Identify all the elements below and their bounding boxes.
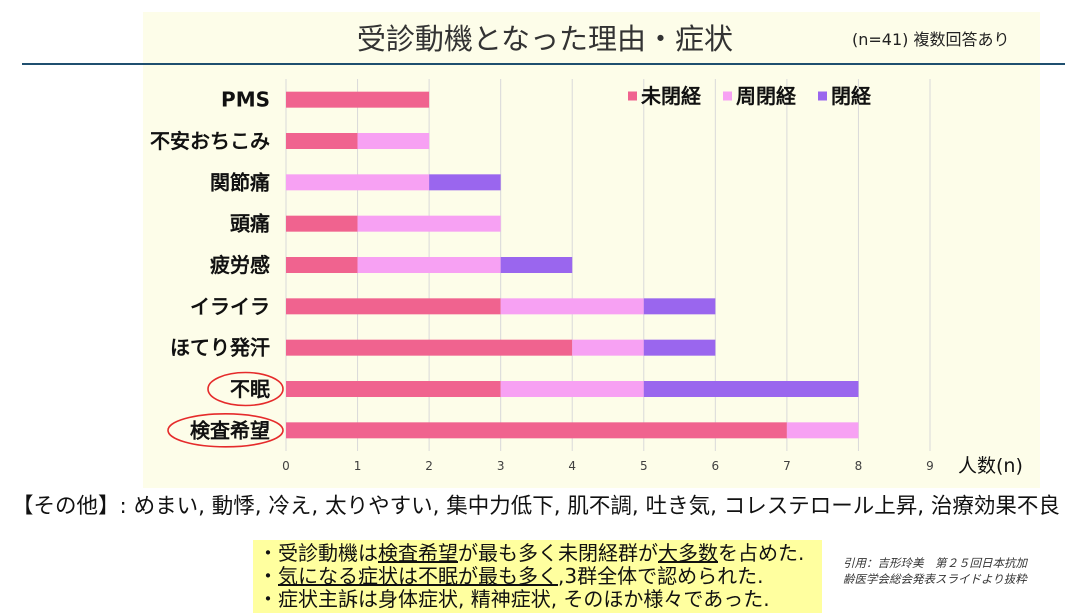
citation-line: 齢医学会総会発表スライドより抜粋 — [843, 572, 1027, 586]
category-label: 頭痛 — [230, 212, 270, 236]
legend-label: 周閉経 — [736, 84, 797, 108]
category-label: 不眠 — [230, 377, 270, 401]
x-axis-tick-labels: 0 1 2 3 4 5 6 7 8 9 — [282, 459, 934, 473]
citation: 引用：吉形玲美 第２５回日本抗加 齢医学会総会発表スライドより抜粋 — [843, 555, 1027, 587]
citation-line: 引用：吉形玲美 第２５回日本抗加 — [843, 556, 1027, 570]
x-tick-label: 7 — [783, 459, 791, 473]
bar-segment-series-1 — [286, 298, 501, 315]
bar-segment-series-1 — [286, 215, 358, 232]
legend-item: 未閉経 — [628, 84, 702, 108]
chart-panel-background — [143, 12, 1040, 488]
x-tick-label: 2 — [425, 459, 433, 473]
category-label: 疲労感 — [210, 253, 270, 277]
category-label: PMS — [221, 88, 270, 112]
bar-segment-series-2 — [357, 257, 501, 273]
x-tick-label: 0 — [282, 459, 290, 473]
bar-segment-series-3 — [429, 174, 501, 191]
bar-segment-series-3 — [643, 381, 859, 397]
x-tick-label: 5 — [640, 459, 648, 473]
summary-emphasis: 大多数 — [658, 541, 718, 565]
other-reasons-text: 【その他】: めまい, 動悸, 冷え, 太りやすい, 集中力低下, 肌不調, 吐… — [12, 494, 1060, 519]
bar-segment-series-1 — [286, 381, 501, 397]
legend-swatch — [818, 91, 827, 101]
summary-text: ・症状主訴は身体症状, 精神症状, そのほか様々であった. — [258, 587, 770, 611]
slide-title: 受診動機となった理由・症状 — [356, 22, 734, 56]
bar-segment-series-1 — [286, 133, 358, 149]
x-tick-label: 9 — [926, 459, 934, 473]
x-tick-label: 1 — [354, 459, 362, 473]
x-tick-label: 6 — [712, 459, 720, 473]
summary-emphasis: 気になる症状は不眠が最も多く — [278, 564, 558, 588]
highlight-ellipse — [167, 413, 284, 448]
category-label: 不安おちこみ — [150, 129, 270, 153]
legend-label: 未閉経 — [641, 84, 702, 108]
legend-swatch — [723, 91, 732, 101]
legend-label: 閉経 — [831, 84, 872, 108]
summary-line: ・症状主訴は身体症状, 精神症状, そのほか様々であった. — [258, 588, 822, 611]
x-tick-label: 8 — [855, 459, 863, 473]
summary-line: ・気になる症状は不眠が最も多く,3群全体で認められた. — [258, 565, 822, 588]
summary-line: ・受診動機は検査希望が最も多く未閉経群が大多数を占めた. — [258, 542, 822, 565]
summary-text: ・受診動機は — [258, 541, 378, 565]
highlight-ellipse — [207, 371, 284, 407]
category-label: 検査希望 — [190, 418, 270, 442]
bar-segment-series-2 — [786, 422, 859, 439]
summary-text: ,3群全体で認められた. — [558, 564, 764, 588]
legend-swatch — [628, 91, 637, 101]
bar-segment-series-3 — [643, 298, 716, 315]
bar-segment-series-3 — [500, 257, 573, 273]
bar-segment-series-2 — [357, 215, 501, 232]
legend: 未閉経 周閉経 閉経 — [628, 84, 872, 108]
summary-box: ・受診動機は検査希望が最も多く未閉経群が大多数を占めた. ・気になる症状は不眠が… — [253, 540, 822, 613]
bars — [286, 91, 859, 439]
summary-text: を占めた. — [718, 541, 805, 565]
bar-segment-series-1 — [286, 422, 787, 439]
legend-item: 閉経 — [818, 84, 872, 108]
category-label: イライラ — [190, 294, 270, 318]
summary-emphasis: 検査希望 — [378, 541, 458, 565]
title-divider — [22, 63, 1065, 65]
category-label: 関節痛 — [210, 170, 270, 194]
bar-segment-series-2 — [500, 381, 644, 397]
bar-segment-series-2 — [572, 339, 644, 356]
bar-segment-series-1 — [286, 339, 573, 356]
bar-segment-series-1 — [286, 257, 358, 273]
bar-segment-series-2 — [286, 174, 430, 191]
legend-item: 周閉経 — [723, 84, 797, 108]
x-axis-label: 人数(n) — [958, 455, 1023, 477]
x-tick-label: 4 — [568, 459, 576, 473]
bar-segment-series-3 — [643, 339, 716, 356]
highlight-ellipses — [167, 371, 284, 448]
bar-segment-series-1 — [286, 91, 430, 108]
x-tick-label: 3 — [497, 459, 505, 473]
summary-text: ・ — [258, 564, 278, 588]
category-label: ほてり発汗 — [170, 336, 270, 360]
summary-text: が最も多く未閉経群が — [458, 541, 658, 565]
bar-segment-series-2 — [357, 133, 430, 149]
sample-size-note: (n=41) 複数回答あり — [852, 30, 1010, 49]
bar-segment-series-2 — [500, 298, 644, 315]
